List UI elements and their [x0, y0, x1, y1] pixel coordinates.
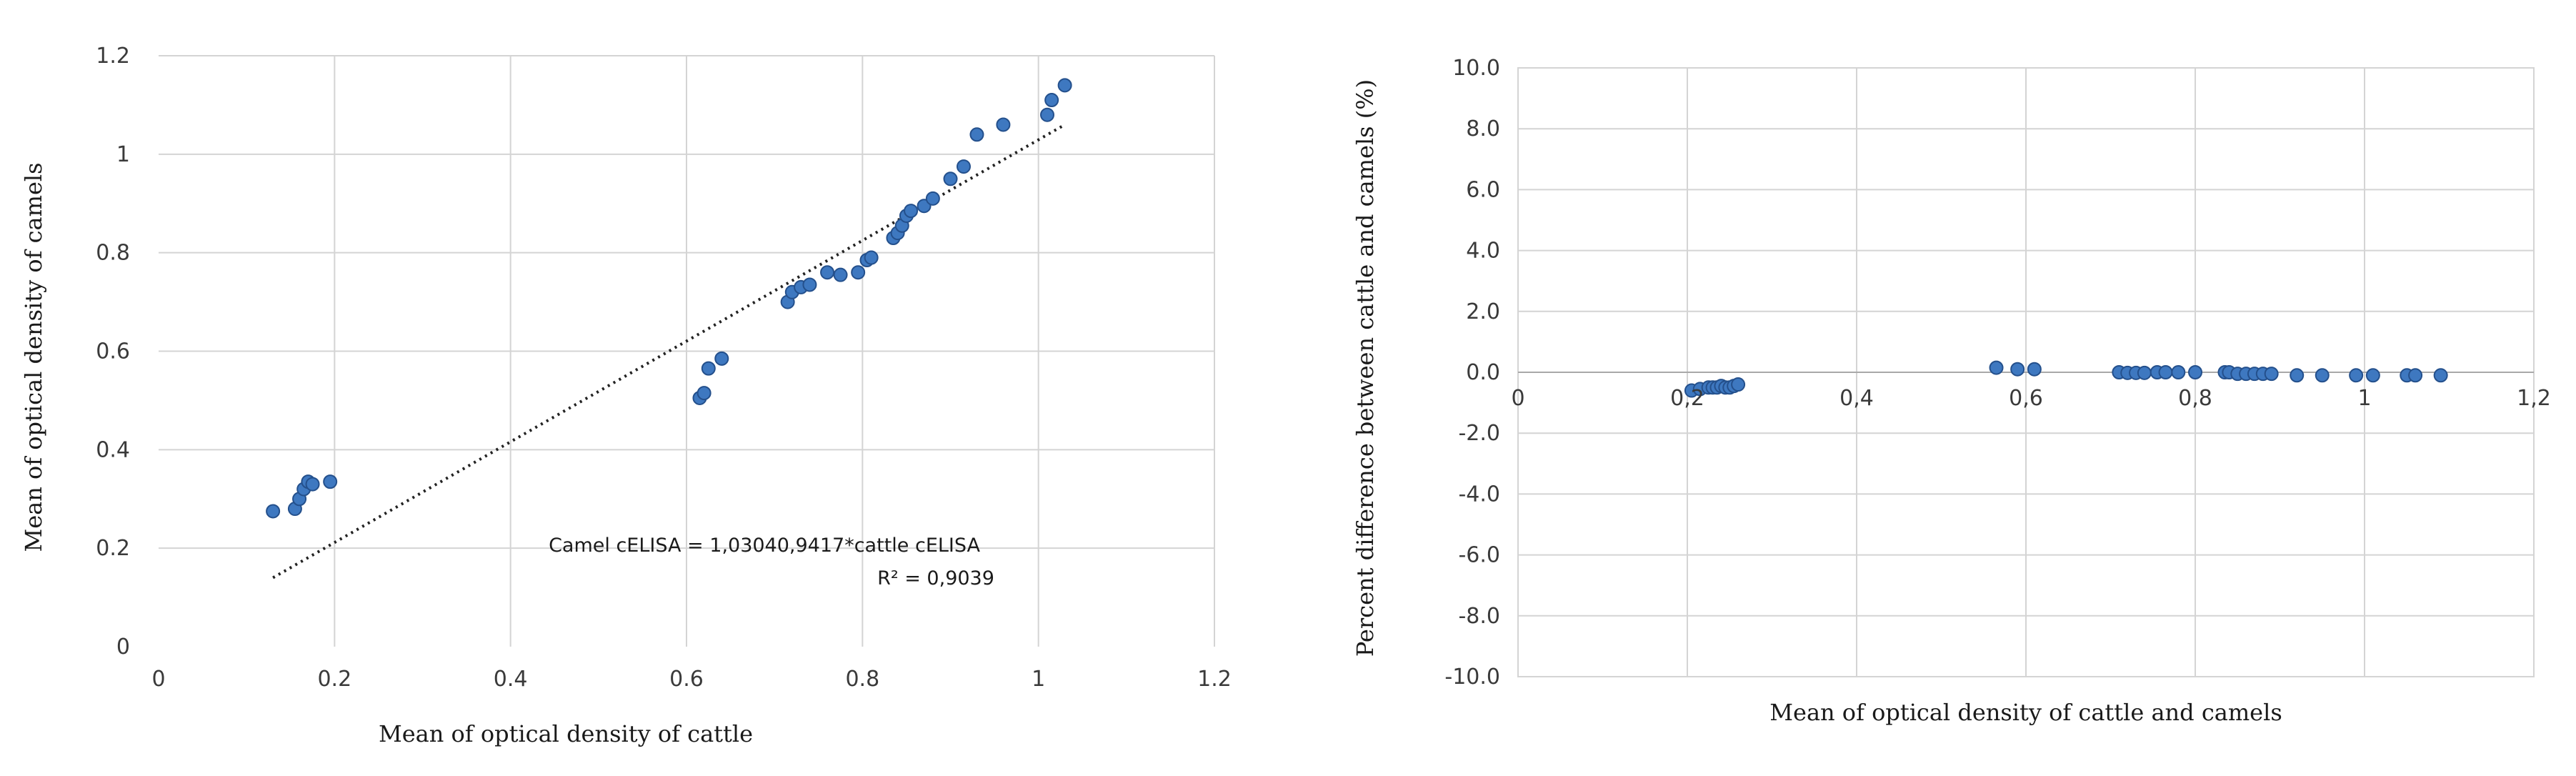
left-y-axis-title: Mean of optical density of camels: [20, 162, 47, 552]
left-x-tick-label: 1: [1032, 667, 1045, 692]
right-y-tick-label: 4.0: [1466, 239, 1500, 264]
right-x-tick-label: 0: [1511, 386, 1524, 411]
left-x-tick-label: 0.8: [845, 667, 879, 692]
left-y-tick-label: 0: [116, 635, 130, 660]
data-point: [996, 117, 1011, 132]
data-point: [943, 171, 958, 186]
left-y-tick-labels: 0 0.2 0.4 0.6 0.8 1 1.2: [96, 44, 130, 660]
data-point: [969, 127, 984, 142]
right-y-tick-label: -2.0: [1458, 421, 1500, 446]
data-point: [925, 191, 940, 206]
right-scatter-chart: 0 0,2 0,4 0,6 0,8 1 1,2 -10.0 -8.0 -6.0 -4.0 -2.0 0…: [1352, 56, 2551, 726]
data-point: [305, 477, 320, 492]
left-x-tick-label: 0.2: [317, 667, 351, 692]
right-x-tick-labels: 0 0,2 0,4 0,6 0,8 1 1,2: [1511, 386, 2550, 411]
right-y-tick-label: 6.0: [1466, 177, 1500, 202]
right-y-tick-label: -8.0: [1458, 604, 1500, 629]
right-data-points: [1684, 360, 2448, 398]
data-point: [2158, 365, 2173, 379]
data-point: [2315, 368, 2330, 383]
left-data-points: [266, 78, 1072, 519]
left-x-tick-labels: 0 0.2 0.4 0.6 0.8 1 1.2: [151, 667, 1231, 692]
data-point: [1044, 93, 1059, 108]
left-y-tick-label: 1: [116, 142, 130, 167]
data-point: [2433, 368, 2448, 383]
left-gridlines: [159, 55, 1215, 647]
right-y-tick-label: 0.0: [1466, 360, 1500, 385]
data-point: [1039, 107, 1054, 122]
data-point: [956, 159, 971, 174]
data-point: [1989, 360, 2004, 375]
left-scatter-chart: 0 0.2 0.4 0.6 0.8 1 1.2 0 0.2 0.4 0.6 0.8 1 1.2 Came…: [20, 44, 1232, 747]
data-point: [864, 250, 879, 265]
right-y-tick-label: 8.0: [1466, 116, 1500, 141]
left-x-tick-label: 1.2: [1197, 667, 1232, 692]
right-gridlines: [1518, 68, 2534, 677]
data-point: [2365, 368, 2380, 383]
right-x-tick-label: 0,8: [2178, 386, 2212, 411]
data-point: [266, 504, 281, 519]
data-point: [323, 474, 338, 489]
left-x-tick-label: 0.4: [494, 667, 528, 692]
data-point: [851, 265, 866, 280]
data-point: [1057, 78, 1072, 93]
data-point: [2408, 368, 2423, 383]
left-y-tick-label: 0.8: [96, 241, 130, 266]
data-point: [1731, 377, 1746, 392]
left-x-axis-title: Mean of optical density of cattle: [379, 720, 753, 747]
right-x-tick-label: 0,4: [1839, 386, 1874, 411]
data-point: [2171, 365, 2186, 379]
right-y-tick-label: 2.0: [1466, 299, 1500, 324]
right-y-tick-label: 10.0: [1452, 56, 1500, 81]
data-point: [820, 265, 835, 280]
data-point: [2027, 362, 2042, 377]
data-point: [2290, 368, 2305, 383]
right-y-tick-label: -10.0: [1444, 665, 1500, 690]
regression-equation: Camel cELISA = 1,03040,9417*cattle cELIS…: [549, 534, 980, 557]
left-x-tick-label: 0: [151, 667, 165, 692]
left-y-tick-label: 0.2: [96, 536, 130, 561]
data-point: [714, 351, 729, 366]
data-point: [802, 277, 817, 292]
data-point: [2010, 362, 2025, 377]
left-y-tick-label: 0.6: [96, 339, 130, 364]
right-x-tick-label: 0,2: [1670, 386, 1704, 411]
r-squared-label: R² = 0,9039: [877, 567, 994, 590]
right-x-axis-title: Mean of optical density of cattle and ca…: [1769, 699, 2282, 726]
data-point: [2264, 367, 2279, 382]
right-x-tick-label: 0,6: [2009, 386, 2043, 411]
data-point: [904, 204, 919, 219]
left-y-tick-label: 1.2: [96, 44, 130, 69]
data-point: [697, 386, 712, 401]
left-y-tick-label: 0.4: [96, 437, 130, 462]
right-y-tick-label: -4.0: [1458, 482, 1500, 507]
data-point: [701, 361, 716, 376]
data-point: [2137, 365, 2152, 380]
data-point: [2349, 368, 2364, 383]
right-x-tick-label: 1,2: [2517, 386, 2551, 411]
data-point: [2188, 365, 2202, 379]
right-x-tick-label: 1: [2357, 386, 2371, 411]
right-y-axis-title: Percent difference between cattle and ca…: [1352, 79, 1379, 657]
left-x-tick-label: 0.6: [669, 667, 704, 692]
right-y-tick-labels: -10.0 -8.0 -6.0 -4.0 -2.0 0.0 2.0 4.0 6.0 8.0 10.0: [1444, 56, 1500, 690]
data-point: [833, 267, 848, 282]
right-y-tick-label: -6.0: [1458, 543, 1500, 568]
